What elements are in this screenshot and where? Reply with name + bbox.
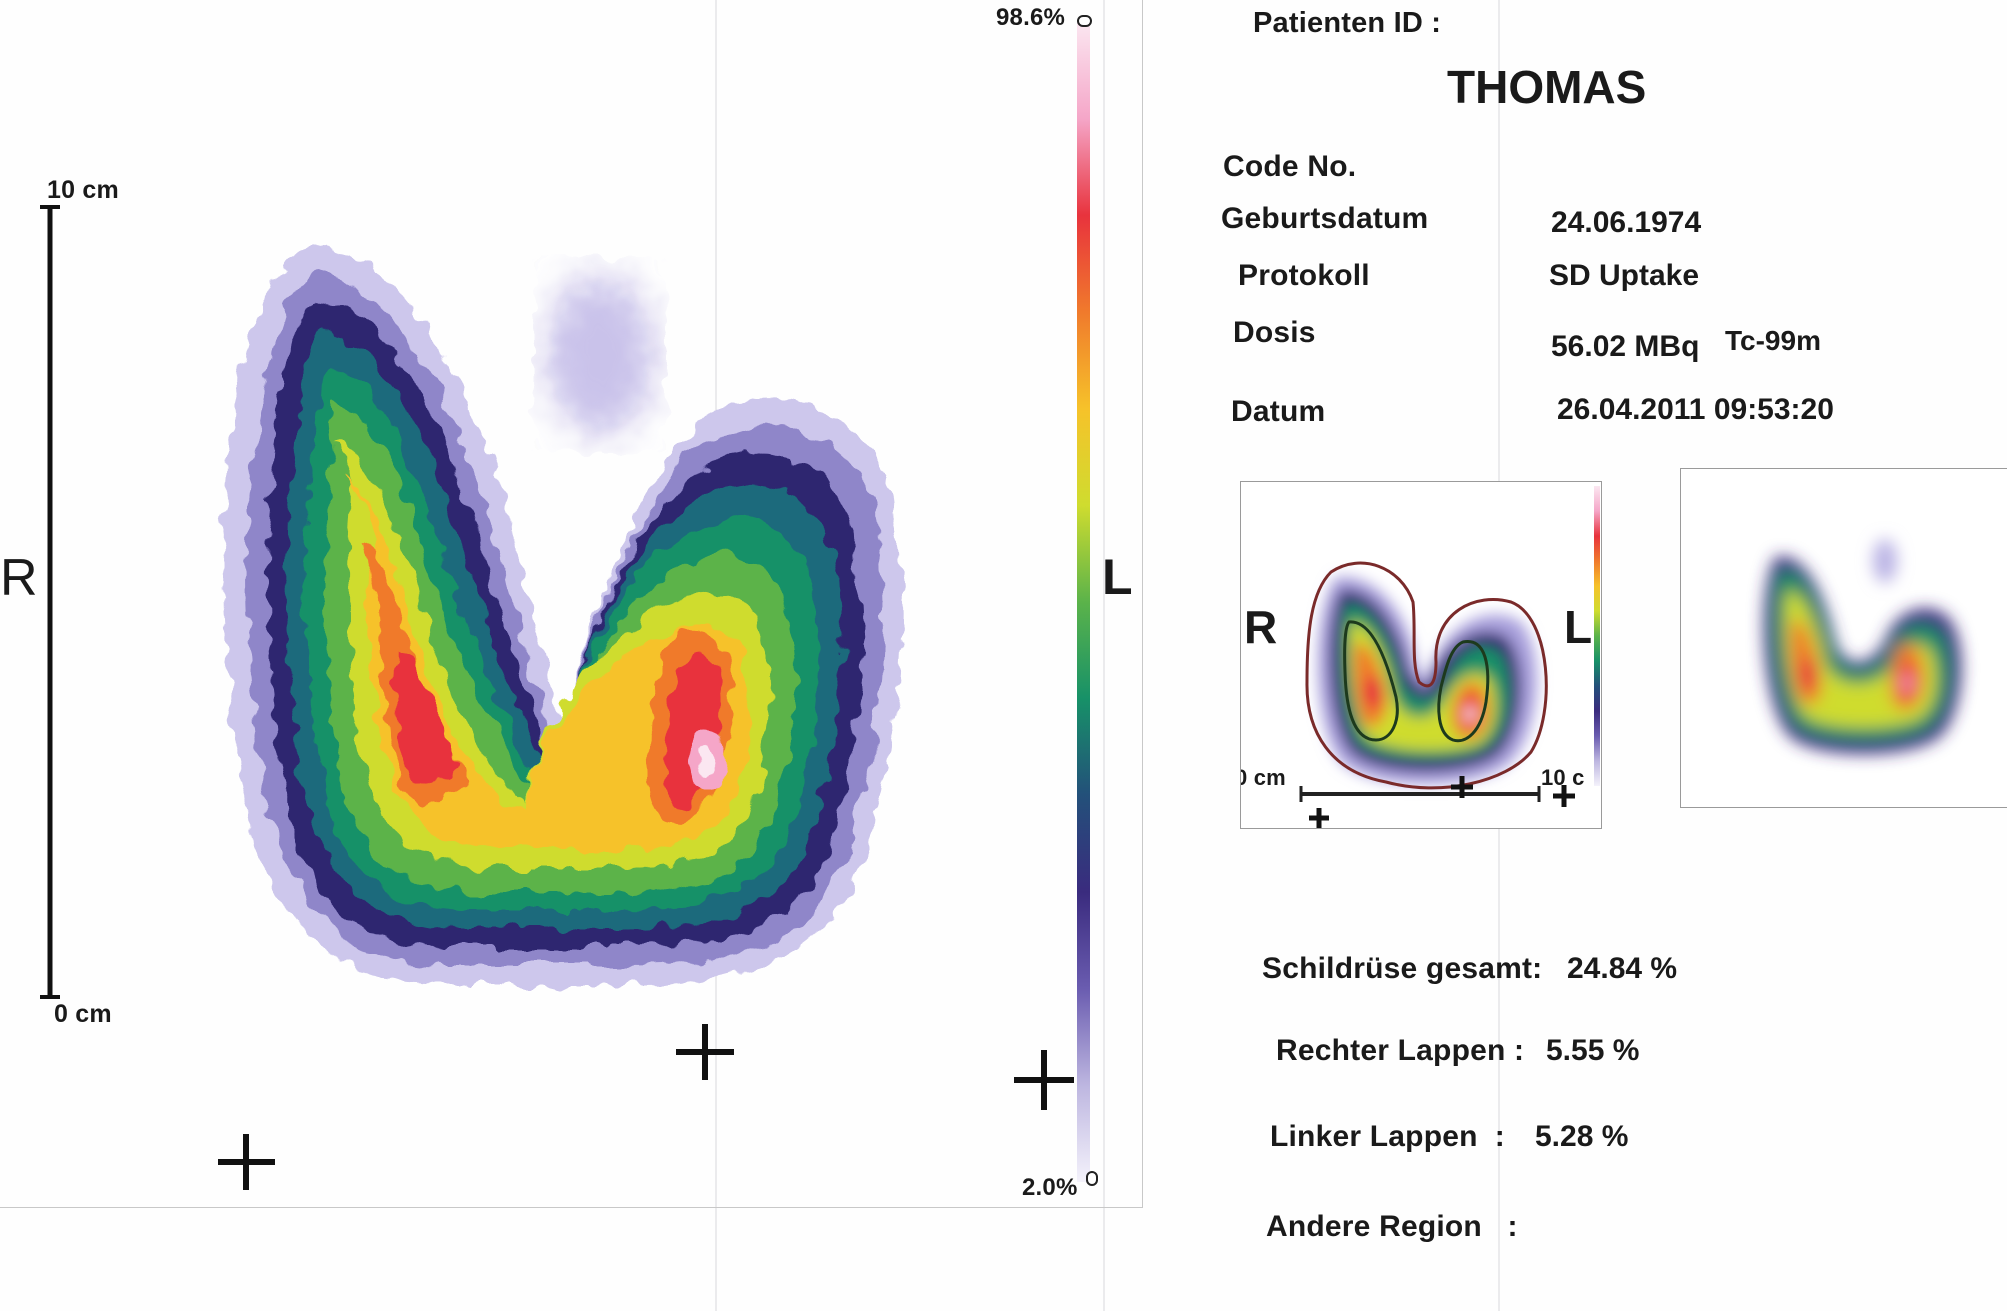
roi-scale-start: 0 cm [1240,765,1286,790]
date-label: Datum [1231,395,1326,428]
protocol-value: SD Uptake [1549,259,1700,292]
date-value: 26.04.2011 09:53:20 [1557,393,1834,426]
roi-outline-right-lobe [1343,620,1399,742]
patient-id-label: Patienten ID : [1253,7,1442,39]
dose-label: Dosis [1233,316,1316,349]
side-label-right: R [0,549,38,607]
roi-color-scale [1594,486,1600,786]
result-right-lobe-label: Rechter Lappen : [1276,1034,1525,1067]
color-scale-max-label: 98.6% [996,4,1066,31]
color-scale-min-label: 2.0% [1022,1174,1078,1201]
side-label-left: L [1102,549,1133,605]
roi-crosshair-1 [1309,808,1329,828]
roi-left-label: L [1564,601,1593,653]
birth-date-label: Geburtsdatum [1221,202,1429,235]
result-left-lobe-label: Linker Lappen : [1270,1120,1505,1153]
code-label: Code No. [1223,150,1357,183]
thyroid-scan-image [40,205,1074,1190]
color-scale-top-marker [1077,15,1092,27]
result-total-value: 24.84 % [1567,952,1678,985]
birth-date-value: 24.06.1974 [1551,206,1702,239]
smoothed-thumbnail [1680,468,2007,808]
result-right-lobe-value: 5.55 % [1546,1034,1640,1067]
scale-bottom-label: 0 cm [54,1000,112,1028]
color-scale-bottom-marker [1086,1171,1098,1186]
scan-frame [0,0,1143,1208]
scale-top-label: 10 cm [47,176,119,204]
result-other-region-label: Andere Region : [1266,1210,1518,1243]
color-scale-bar [1077,22,1090,1182]
roi-right-label: R [1244,601,1278,653]
result-total-label: Schildrüse gesamt: [1262,952,1543,985]
protocol-label: Protokoll [1238,259,1370,292]
dose-isotope: Tc-99m [1725,325,1821,356]
roi-outline-total [1305,561,1548,790]
roi-thumbnail: R L 0 cm 10 c [1240,481,1602,829]
roi-outline-left-lobe [1437,640,1490,743]
crosshair-marker-center [676,1024,734,1080]
roi-crosshair-3 [1553,785,1575,807]
roi-crosshair-2 [1451,776,1473,798]
dose-value: 56.02 MBq [1551,330,1700,363]
crosshair-marker-right [1014,1050,1074,1110]
result-left-lobe-value: 5.28 % [1535,1120,1629,1153]
patient-name: THOMAS [1447,61,1647,113]
crosshair-marker-left [218,1134,275,1190]
roi-scale-end: 10 c [1541,765,1585,790]
